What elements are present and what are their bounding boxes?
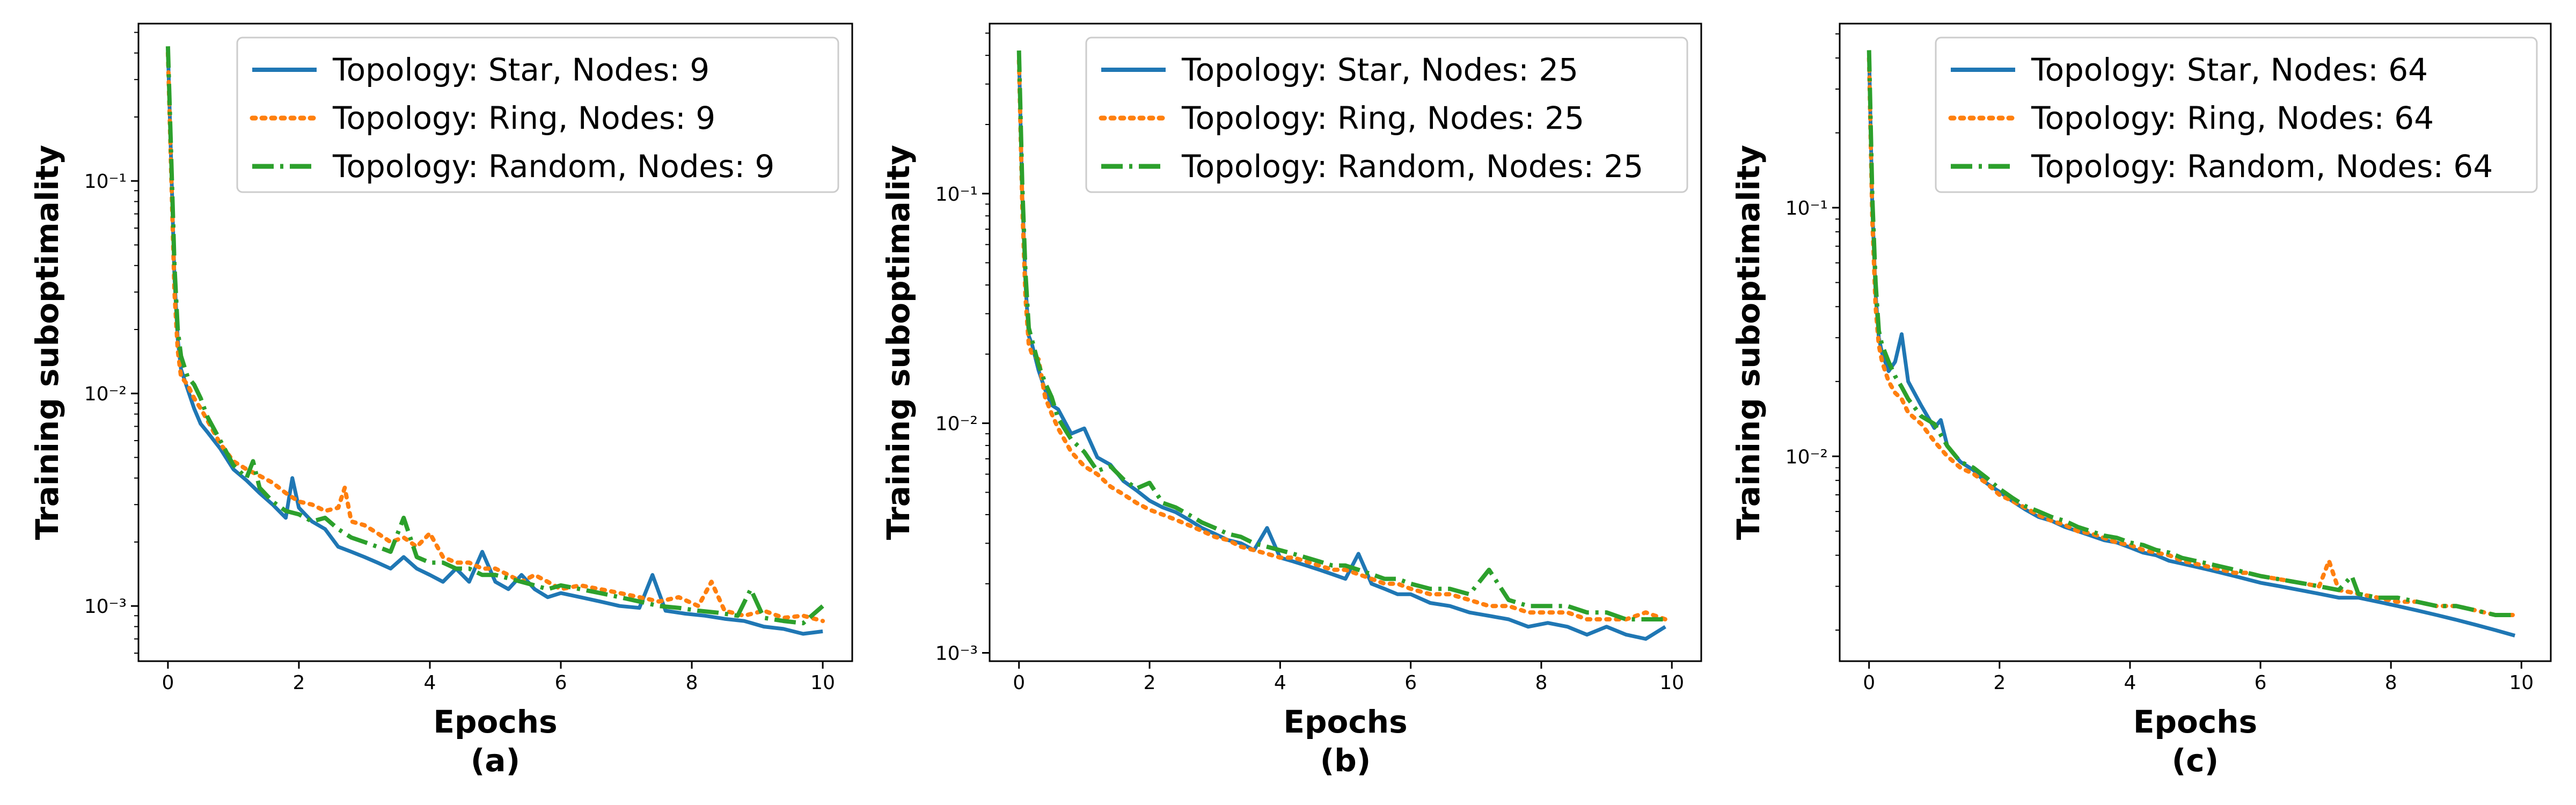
chart-panel-0: 0 2 4 6 8 10 10⁻³ 10⁻² 10⁻¹ Epochs(a) Training sub… [29,23,853,779]
x-tick-label: 0 [162,672,174,694]
x-tick-label: 8 [2385,672,2397,694]
legend-label-random: Topology: Random, Nodes: 64 [2031,148,2493,185]
legend: Topology: Star, Nodes: 9 Topology: Ring, … [236,36,839,193]
legend-label-star: Topology: Star, Nodes: 9 [332,52,709,88]
legend-box [1085,36,1688,193]
y-tick-label: 10⁻¹ [84,171,127,193]
panel-label: (c) [2172,742,2219,779]
x-tick-label: 4 [424,672,436,694]
x-tick-label: 2 [1144,672,1156,694]
legend-label-ring: Topology: Ring, Nodes: 25 [1181,100,1584,136]
chart-panel-1: 0 2 4 6 8 10 10⁻³ 10⁻² 10⁻¹ Epochs(b) Training sub… [880,23,1702,779]
panel-label: (b) [1320,742,1371,779]
x-tick-label: 2 [1993,672,2006,694]
legend-label-ring: Topology: Ring, Nodes: 64 [2031,100,2434,136]
y-tick-label: 10⁻³ [84,596,127,618]
legend-box [236,36,839,193]
y-tick-label: 10⁻² [1785,446,1828,468]
y-axis-label: Training suboptimality [29,145,65,540]
legend-label-star: Topology: Star, Nodes: 64 [2031,52,2428,88]
series-line-ring [1016,58,1668,621]
series-line-ring [1867,56,2518,617]
series-line-random [1867,50,2515,617]
chart-panel-2: 0 2 4 6 8 10 10⁻² 10⁻¹ Epochs(c) Training subopti… [1730,23,2552,779]
plot-frame [1839,23,2552,662]
y-tick-label: 10⁻¹ [1785,197,1828,219]
legend-label-random: Topology: Random, Nodes: 25 [1181,148,1643,185]
series-line-random [165,46,824,626]
legend-label-random: Topology: Random, Nodes: 9 [332,148,774,185]
series-line-ring [165,50,825,624]
panel-label: (a) [471,742,520,779]
x-tick-label: 10 [810,672,835,694]
x-tick-label: 0 [1013,672,1025,694]
legend-label-ring: Topology: Ring, Nodes: 9 [332,100,715,136]
y-tick-label: 10⁻³ [935,643,978,665]
x-axis-label: Epochs [433,704,557,740]
x-tick-label: 2 [292,672,305,694]
x-tick-label: 6 [1404,672,1417,694]
x-tick-label: 8 [1535,672,1548,694]
legend-box [1935,36,2538,193]
x-tick-label: 10 [1659,672,1684,694]
plot-frame [989,23,1702,662]
x-tick-label: 4 [2124,672,2136,694]
y-tick-label: 10⁻¹ [935,184,978,206]
y-tick-label: 10⁻² [84,383,127,405]
x-tick-label: 4 [1274,672,1286,694]
x-tick-label: 6 [555,672,567,694]
legend: Topology: Star, Nodes: 64 Topology: Ring,… [1935,36,2538,193]
series-line-star [1017,55,1666,641]
x-tick-label: 0 [1863,672,1875,694]
y-axis-label: Training suboptimality [1730,145,1767,540]
y-tick-label: 10⁻² [935,413,978,435]
x-axis-label: Epochs [1283,704,1407,740]
plot-frame [137,23,853,662]
legend: Topology: Star, Nodes: 25 Topology: Ring,… [1085,36,1688,193]
x-tick-label: 6 [2255,672,2267,694]
x-tick-label: 8 [686,672,698,694]
x-tick-label: 10 [2509,672,2534,694]
series-line-star [166,48,823,636]
legend-label-star: Topology: Star, Nodes: 25 [1181,52,1578,88]
series-line-random [1016,50,1666,621]
y-axis-label: Training suboptimality [880,145,917,540]
x-axis-label: Epochs [2133,704,2257,740]
